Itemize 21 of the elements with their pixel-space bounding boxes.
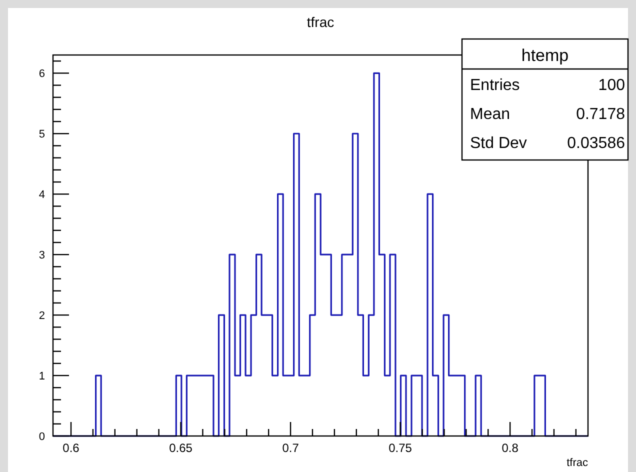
x-tick-label: 0.75 (388, 441, 412, 455)
y-tick-label: 4 (38, 189, 45, 202)
x-tick-label: 0.8 (502, 441, 519, 455)
x-axis-title: tfrac (566, 457, 588, 469)
x-tick-label: 0.6 (62, 441, 80, 455)
annotation: 0.7178 (576, 106, 626, 123)
annotation: 0.03586 (567, 135, 626, 152)
annotation: htemp (521, 46, 569, 65)
y-tick-label: 2 (38, 310, 45, 322)
x-tick-label: 0.7 (282, 441, 300, 455)
text: 100 (598, 77, 626, 94)
annotation: Entries (470, 77, 520, 94)
y-tick-label: 6 (38, 68, 45, 80)
y-tick-label: 0 (38, 431, 45, 443)
y-tick-label: 3 (38, 250, 45, 262)
annotation: Mean (470, 106, 510, 123)
y-tick-label: 5 (38, 128, 45, 141)
chart-title: tfrac (306, 14, 334, 30)
annotation: Std Dev (470, 135, 527, 152)
x-tick-label: 0.65 (169, 441, 193, 455)
y-tick-label: 1 (38, 370, 45, 383)
